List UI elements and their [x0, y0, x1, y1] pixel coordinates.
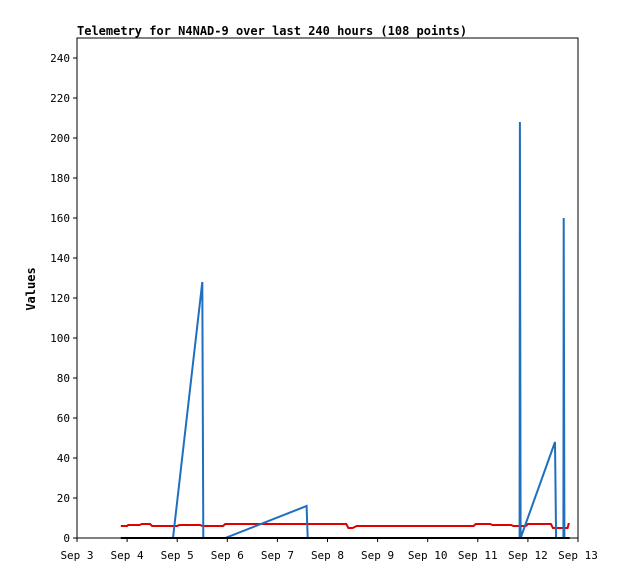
y-tick-label: 80 [57, 372, 70, 385]
y-tick-label: 0 [63, 532, 70, 545]
y-tick-label: 40 [57, 452, 70, 465]
y-tick-label: 100 [50, 332, 70, 345]
y-tick-label: 60 [57, 412, 70, 425]
y-tick-label: 120 [50, 292, 70, 305]
x-tick-label: Sep 4 [111, 549, 144, 562]
plot-frame [76, 37, 579, 539]
y-tick-label: 180 [50, 172, 70, 185]
x-tick-label: Sep 5 [161, 549, 194, 562]
series-line-2 [172, 121, 566, 539]
x-tick-label: Sep 6 [211, 549, 244, 562]
x-tick-label: Sep 13 [558, 549, 598, 562]
y-axis-label: Values [24, 267, 38, 310]
series-line-1 [120, 523, 570, 529]
y-tick-label: 20 [57, 492, 70, 505]
y-axis: 0 20 40 60 80 100 120 140 160 180 200 220 240 [50, 52, 77, 545]
x-tick-label: Sep 12 [508, 549, 548, 562]
x-tick-label: Sep 7 [261, 549, 294, 562]
x-tick-label: Sep 11 [458, 549, 498, 562]
y-tick-label: 200 [50, 132, 70, 145]
chart-title: Telemetry for N4NAD-9 over last 240 hour… [77, 24, 467, 38]
y-tick-label: 160 [50, 212, 70, 225]
x-axis: Sep 3 Sep 4 Sep 5 Sep 6 Sep 7 Sep 8 Sep 9 Sep 1… [60, 538, 598, 562]
y-tick-label: 220 [50, 92, 70, 105]
y-tick-label: 240 [50, 52, 70, 65]
x-tick-label: Sep 3 [60, 549, 93, 562]
x-tick-label: Sep 10 [408, 549, 448, 562]
x-tick-label: Sep 8 [311, 549, 344, 562]
y-tick-label: 140 [50, 252, 70, 265]
series-group [120, 121, 570, 539]
x-tick-label: Sep 9 [361, 549, 394, 562]
